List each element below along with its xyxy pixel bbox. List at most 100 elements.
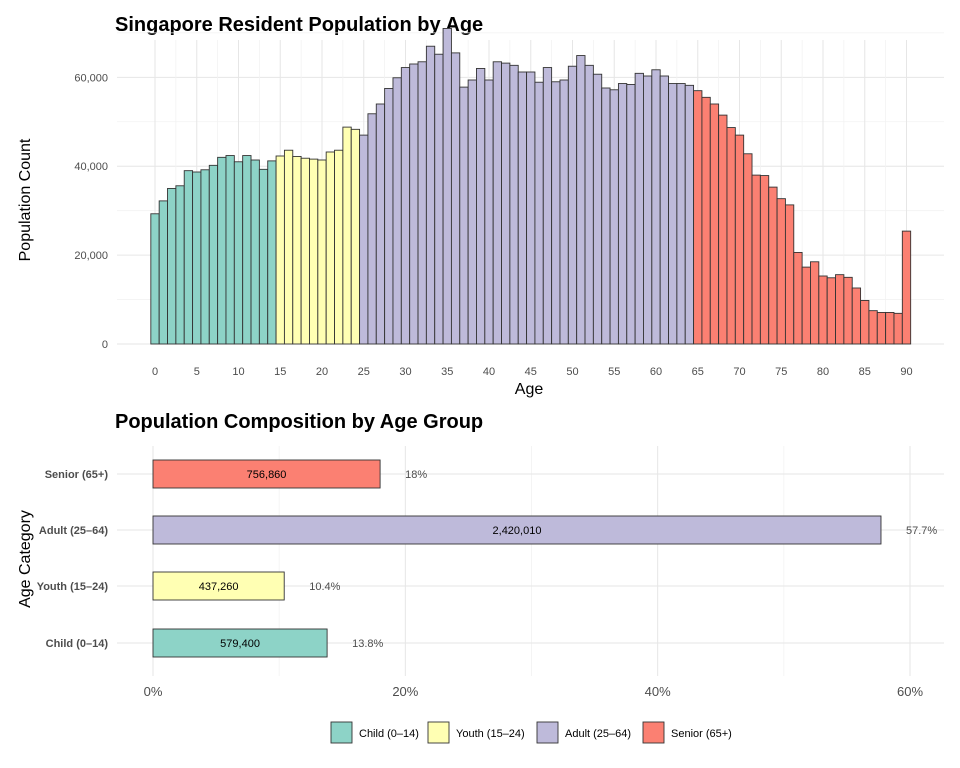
- age-bar-33: [425, 45, 436, 345]
- age-bar-34: [434, 53, 444, 345]
- age-bar-21: [325, 151, 335, 345]
- age-bar-83: [843, 276, 853, 345]
- top-x-tick: 90: [900, 366, 912, 378]
- age-bar-32: [417, 61, 427, 345]
- top-x-tick: 55: [608, 366, 620, 378]
- age-bar-41: [492, 61, 502, 345]
- legend-label: Child (0–14): [359, 728, 419, 740]
- age-bar-90: [901, 230, 912, 345]
- age-bar-36: [450, 52, 461, 345]
- age-bar-39: [476, 67, 486, 345]
- composition-bar-3: [152, 628, 328, 658]
- bottom-x-tick: 20%: [392, 684, 418, 699]
- bar-count-label: 2,420,010: [493, 525, 542, 537]
- legend-label: Senior (65+): [671, 728, 732, 740]
- top-x-tick: 20: [316, 366, 328, 378]
- age-bar-25: [359, 134, 369, 345]
- top-x-tick: 25: [358, 366, 370, 378]
- top-x-tick: 45: [525, 366, 537, 378]
- age-bar-66: [701, 96, 711, 345]
- top-x-tick: 5: [194, 366, 200, 378]
- age-bar-59: [643, 75, 653, 345]
- age-bar-75: [776, 198, 786, 345]
- top-x-tick: 0: [152, 366, 158, 378]
- age-bar-65: [693, 90, 703, 345]
- age-bar-14: [267, 160, 277, 345]
- age-bar-43: [509, 64, 519, 345]
- age-bar-85: [860, 299, 870, 345]
- age-bar-57: [626, 83, 636, 345]
- age-bar-30: [400, 67, 411, 345]
- age-bar-50: [567, 65, 578, 345]
- age-bar-69: [726, 127, 736, 345]
- age-bar-17: [292, 155, 302, 345]
- age-bar-5: [192, 171, 202, 345]
- age-bar-84: [851, 287, 862, 345]
- age-bar-45: [526, 71, 536, 345]
- age-bar-47: [542, 67, 553, 345]
- composition-chart: Population Composition by Age Group 756,…: [17, 411, 944, 699]
- age-bar-61: [659, 75, 669, 345]
- category-label: Adult (25–64): [39, 525, 108, 537]
- age-bar-79: [810, 261, 820, 345]
- bar-percent-label: 57.7%: [906, 525, 937, 537]
- age-bar-82: [835, 274, 845, 345]
- age-bar-40: [484, 79, 494, 345]
- top-chart-title: Singapore Resident Population by Age: [115, 14, 483, 36]
- age-bar-31: [409, 63, 419, 345]
- age-bar-48: [551, 81, 561, 345]
- age-bar-29: [392, 77, 402, 345]
- age-bar-58: [634, 72, 644, 345]
- age-bar-20: [317, 159, 327, 345]
- category-label: Youth (15–24): [37, 581, 109, 593]
- legend-label: Youth (15–24): [456, 728, 525, 740]
- age-bar-44: [517, 71, 528, 345]
- top-y-tick: 40,000: [74, 161, 108, 173]
- age-bar-72: [751, 174, 761, 345]
- bottom-x-ticks: 0% 20% 40% 60%: [144, 684, 924, 699]
- legend-swatch: [642, 721, 665, 744]
- top-x-tick: 10: [232, 366, 244, 378]
- category-label: Senior (65+): [45, 469, 109, 481]
- bar-percent-label: 13.8%: [352, 638, 383, 650]
- age-bar-8: [217, 156, 227, 345]
- top-x-tick: 70: [733, 366, 745, 378]
- age-bar-19: [309, 158, 319, 345]
- top-x-tick: 15: [274, 366, 286, 378]
- age-bar-60: [651, 69, 661, 345]
- age-bar-27: [375, 103, 386, 345]
- composition-bar-1: [152, 515, 882, 545]
- age-bar-55: [609, 89, 619, 345]
- age-bar-56: [617, 83, 628, 345]
- top-y-tick: 60,000: [74, 72, 108, 84]
- age-bar-3: [175, 185, 185, 345]
- legend-swatch: [427, 721, 450, 744]
- age-bar-23: [342, 126, 352, 345]
- top-x-tick: 80: [817, 366, 829, 378]
- age-bar-68: [718, 114, 728, 345]
- age-bar-22: [334, 149, 344, 345]
- top-x-tick: 75: [775, 366, 787, 378]
- bottom-chart-title: Population Composition by Age Group: [115, 411, 483, 433]
- age-bar-16: [283, 149, 294, 345]
- age-bar-10: [233, 161, 244, 345]
- legend-swatch: [536, 721, 559, 744]
- age-bar-35: [442, 27, 452, 345]
- composition-bar-2: [152, 571, 285, 601]
- age-bar-0: [150, 213, 160, 345]
- top-y-axis-title: Population Count: [17, 138, 34, 261]
- age-bar-88: [885, 311, 895, 345]
- age-bar-71: [743, 153, 753, 345]
- age-bar-67: [709, 103, 720, 345]
- age-bar-28: [384, 87, 394, 345]
- bottom-x-tick: 40%: [645, 684, 671, 699]
- age-bar-89: [893, 312, 903, 345]
- legend: Child (0–14) Youth (15–24) Adult (25–64) Se…: [330, 721, 732, 744]
- top-x-tick: 85: [859, 366, 871, 378]
- top-x-tick: 40: [483, 366, 495, 378]
- age-bar-81: [826, 277, 836, 345]
- age-bar-54: [601, 87, 611, 345]
- bar-percent-label: 18%: [405, 469, 427, 481]
- age-bar-64: [684, 84, 695, 345]
